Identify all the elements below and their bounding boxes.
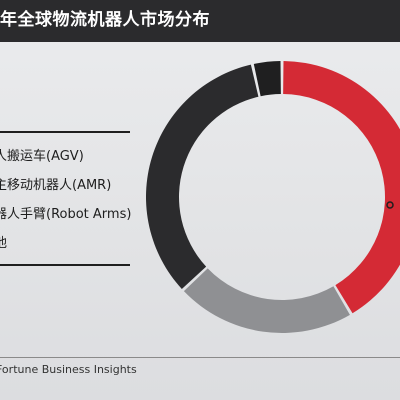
slice-agv xyxy=(283,61,400,314)
chart-title: 年全球物流机器人市场分布 xyxy=(0,10,210,30)
title-bar: 年全球物流机器人市场分布 xyxy=(0,0,400,42)
legend-item-agv: 人搬运车(AGV) xyxy=(0,149,84,164)
slice-robot-arms xyxy=(146,64,259,290)
legend-top-rule xyxy=(0,131,130,133)
legend-bottom-rule xyxy=(0,264,130,266)
legend-item-robot-arms: 器人手臂(Robot Arms) xyxy=(0,207,132,222)
source-rule xyxy=(0,357,400,358)
source-text: Fortune Business Insights xyxy=(0,363,137,376)
legend-item-other: 他 xyxy=(0,236,8,251)
legend: 人搬运车(AGV) 主移动机器人(AMR) 器人手臂(Robot Arms) 他 xyxy=(0,142,160,258)
slice-marker-dot xyxy=(386,201,394,209)
slice-other xyxy=(253,61,281,97)
legend-item-amr: 主移动机器人(AMR) xyxy=(0,178,112,193)
slice-amr xyxy=(183,268,350,333)
